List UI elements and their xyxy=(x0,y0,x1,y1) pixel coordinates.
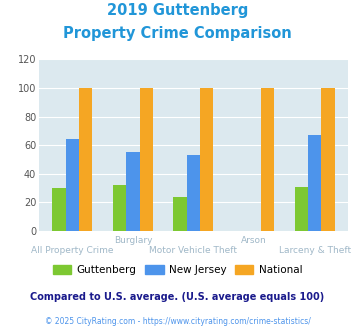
Text: All Property Crime: All Property Crime xyxy=(31,246,114,255)
Text: Compared to U.S. average. (U.S. average equals 100): Compared to U.S. average. (U.S. average … xyxy=(31,292,324,302)
Bar xyxy=(295,187,308,231)
Text: Motor Vehicle Theft: Motor Vehicle Theft xyxy=(149,246,237,255)
Text: © 2025 CityRating.com - https://www.cityrating.com/crime-statistics/: © 2025 CityRating.com - https://www.city… xyxy=(45,317,310,326)
Bar xyxy=(66,140,79,231)
Text: Property Crime Comparison: Property Crime Comparison xyxy=(63,26,292,41)
Text: Burglary: Burglary xyxy=(114,236,152,245)
Text: 2019 Guttenberg: 2019 Guttenberg xyxy=(107,3,248,18)
Bar xyxy=(113,185,126,231)
Bar xyxy=(174,197,187,231)
Bar xyxy=(261,88,274,231)
Bar xyxy=(187,155,200,231)
Bar xyxy=(79,88,92,231)
Bar xyxy=(126,152,140,231)
Bar xyxy=(140,88,153,231)
Bar xyxy=(53,188,66,231)
Text: Arson: Arson xyxy=(241,236,267,245)
Legend: Guttenberg, New Jersey, National: Guttenberg, New Jersey, National xyxy=(49,261,306,280)
Text: Larceny & Theft: Larceny & Theft xyxy=(279,246,351,255)
Bar xyxy=(200,88,213,231)
Bar xyxy=(321,88,334,231)
Bar xyxy=(308,135,321,231)
